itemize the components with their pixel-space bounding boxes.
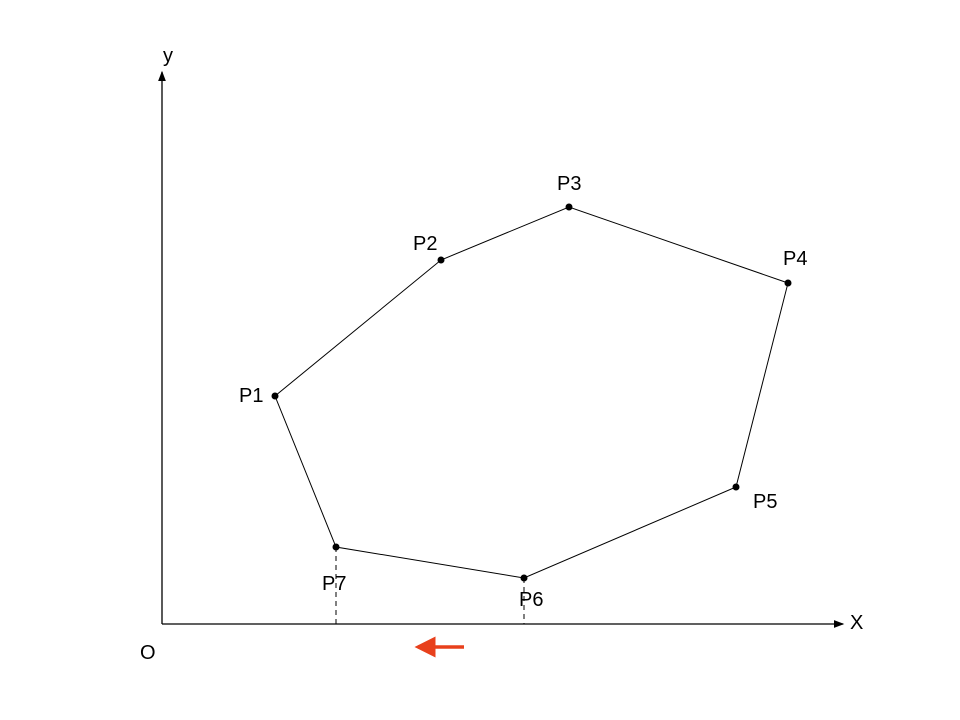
label-p3: P3	[557, 173, 581, 195]
origin-label: O	[140, 642, 156, 664]
point-p4	[784, 279, 792, 287]
polygon-outline	[274, 206, 789, 579]
label-p1: P1	[239, 385, 263, 407]
point-p1	[271, 392, 279, 400]
label-p2: P2	[413, 233, 437, 255]
point-p7	[332, 543, 340, 551]
point-p3	[565, 203, 573, 211]
label-p7: P7	[322, 573, 346, 595]
label-p6: P6	[519, 589, 543, 611]
label-p4: P4	[783, 248, 807, 270]
point-p2	[437, 256, 445, 264]
point-p5	[732, 483, 740, 491]
point-p6	[520, 574, 528, 582]
label-p5: P5	[753, 491, 777, 513]
y-axis-label: y	[163, 45, 173, 67]
x-axis-label: X	[850, 612, 863, 634]
